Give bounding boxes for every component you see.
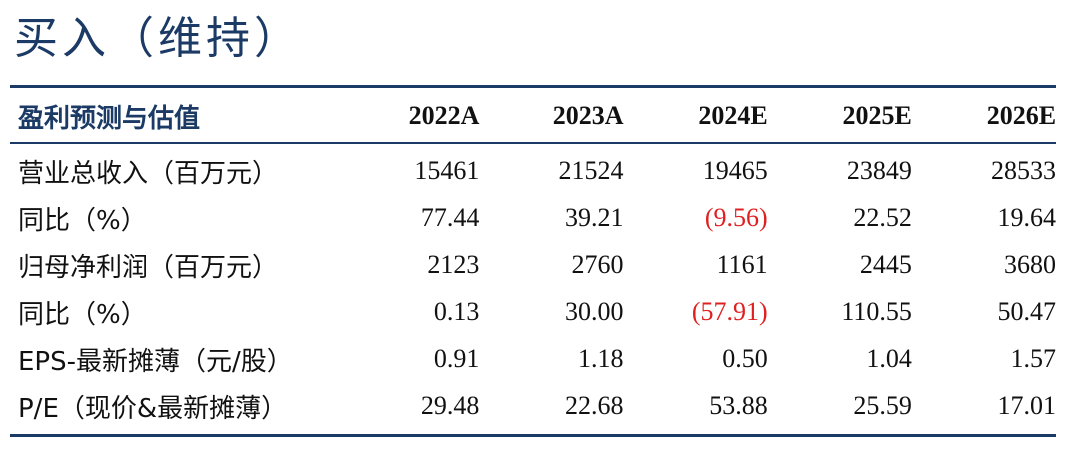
negative-value-cell: (9.56) [704,203,768,232]
table-row: 归母净利润（百万元） 2123 2760 1161 2445 3680 [10,242,1056,288]
header-label: 盈利预测与估值 [18,103,201,134]
value-cell: 2445 [859,250,912,279]
value-cell: 21524 [558,156,624,185]
value-cell: 1.18 [578,344,624,373]
table-row: 同比（%） 77.44 39.21 (9.56) 22.52 19.64 [10,195,1056,241]
value-cell: 22.52 [853,203,912,232]
year-header: 2026E [986,101,1057,130]
value-cell: 1161 [716,250,768,279]
value-cell: 15461 [414,156,480,185]
negative-value-cell: (57.91) [691,297,768,326]
value-cell: 0.50 [722,344,768,373]
value-cell: 3680 [1004,250,1057,279]
value-cell: 19.64 [997,203,1057,232]
row-label: 同比（%） [18,205,147,236]
value-cell: 23849 [846,156,912,185]
value-cell: 25.59 [853,391,912,420]
value-cell: 0.91 [433,344,480,373]
table-top-rule [10,85,1056,88]
value-cell: 17.01 [997,391,1057,420]
year-header: 2025E [842,101,912,130]
row-label: P/E（现价&最新摊薄） [18,393,288,424]
value-cell: 110.55 [841,297,912,326]
value-cell: 53.88 [709,391,768,420]
value-cell: 28533 [991,156,1057,185]
value-cell: 50.47 [997,297,1057,326]
value-cell: 2123 [427,250,480,279]
table-bottom-rule [10,434,1056,437]
row-label: 归母净利润（百万元） [18,252,279,283]
value-cell: 0.13 [433,297,480,326]
row-label: 营业总收入（百万元） [18,158,279,189]
year-header: 2022A [408,101,480,130]
table-row: 同比（%） 0.13 30.00 (57.91) 110.55 50.47 [10,289,1056,335]
value-cell: 39.21 [565,203,624,232]
year-header: 2024E [698,101,768,130]
value-cell: 1.04 [866,344,912,373]
rating-title: 买入（维持） [14,13,302,64]
table-row: P/E（现价&最新摊薄） 29.48 22.68 53.88 25.59 17.… [10,383,1056,429]
value-cell: 19465 [702,156,768,185]
year-header: 2023A [552,101,624,130]
table-row: EPS-最新摊薄（元/股） 0.91 1.18 0.50 1.04 1.57 [10,336,1056,382]
value-cell: 77.44 [420,203,480,232]
header-divider [10,142,1056,144]
row-label: EPS-最新摊薄（元/股） [18,346,293,377]
value-cell: 30.00 [565,297,624,326]
table-row: 营业总收入（百万元） 15461 21524 19465 23849 28533 [10,148,1056,194]
table-header-row: 盈利预测与估值 2022A 2023A 2024E 2025E 2026E [10,93,1056,139]
value-cell: 2760 [571,250,624,279]
value-cell: 22.68 [565,391,624,420]
value-cell: 29.48 [420,391,480,420]
row-label: 同比（%） [18,299,147,330]
value-cell: 1.57 [1010,344,1057,373]
